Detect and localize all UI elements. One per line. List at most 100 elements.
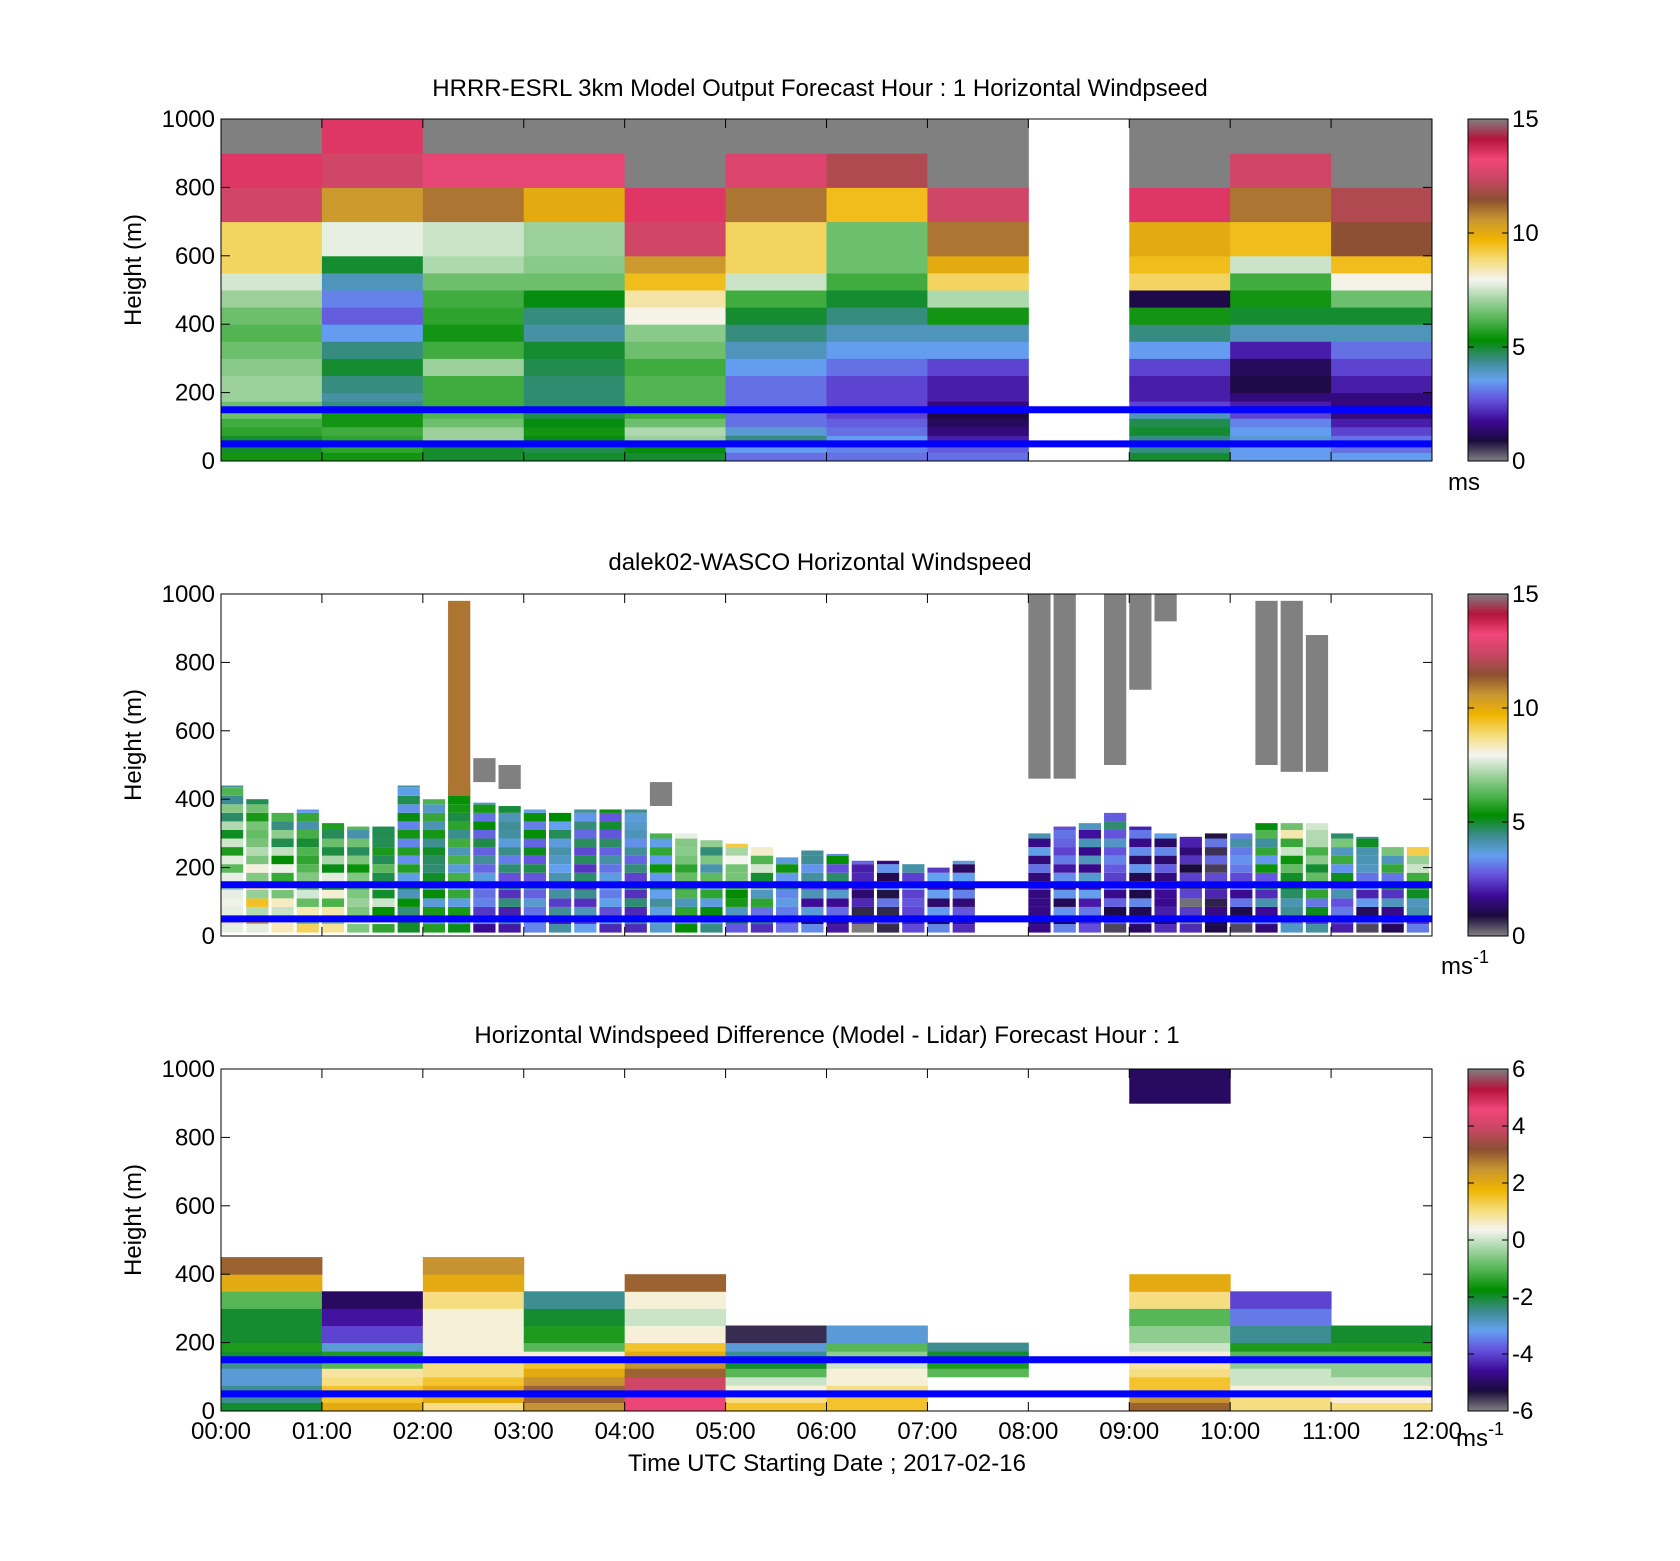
heatmap-cell xyxy=(927,435,1029,445)
heatmap-cell xyxy=(725,409,827,419)
x-tick-label: 12:00 xyxy=(1402,1418,1462,1445)
heatmap-cell xyxy=(1129,418,1231,428)
heatmap-cell xyxy=(422,838,446,848)
heatmap-cell xyxy=(1129,864,1152,873)
heatmap-cell xyxy=(624,435,727,445)
heatmap-cell xyxy=(321,255,424,274)
heatmap-cell xyxy=(422,255,525,274)
heatmap-cell xyxy=(448,600,471,796)
heatmap-cell xyxy=(927,119,1029,154)
heatmap-cells xyxy=(221,1069,1433,1412)
y-tick-label: 600 xyxy=(175,718,215,745)
heatmap-cell xyxy=(725,358,827,376)
heatmap-cell xyxy=(826,853,849,856)
colorbar-unit: ms xyxy=(1448,469,1480,496)
heatmap-cell xyxy=(826,864,849,873)
heatmap-cell xyxy=(221,1257,323,1275)
x-tick-label: 04:00 xyxy=(595,1418,655,1445)
heatmap-cell xyxy=(725,1385,827,1395)
x-tick-label: 03:00 xyxy=(494,1418,554,1445)
x-axis-ticks xyxy=(220,594,1433,936)
heatmap-cell xyxy=(397,906,420,916)
heatmap-cell xyxy=(523,119,626,154)
heatmap-cell xyxy=(1230,1376,1332,1386)
heatmap-cell xyxy=(1331,1351,1433,1361)
heatmap-cell xyxy=(1280,600,1303,772)
heatmap-cell xyxy=(1129,187,1231,223)
heatmap-cell xyxy=(927,375,1029,394)
heatmap-cell xyxy=(927,401,1029,411)
heatmap-cell xyxy=(599,924,622,933)
heatmap-cell xyxy=(624,1359,727,1369)
heatmap-cell xyxy=(246,821,269,830)
heatmap-cell xyxy=(498,847,521,856)
heatmap-cell xyxy=(1255,838,1278,848)
colorbar: -6 -4 -2 0 2 4 6 xyxy=(1467,1056,1533,1425)
heatmap-cell xyxy=(826,1393,928,1403)
heatmap-cell xyxy=(321,187,424,223)
heatmap-cell xyxy=(876,898,900,907)
heatmap-cell xyxy=(321,443,424,453)
heatmap-cell xyxy=(649,833,673,839)
heatmap-cell xyxy=(1053,906,1076,916)
heatmap-cell xyxy=(548,864,572,873)
panel-title: dalek02-WASCO Horizontal Windspeed xyxy=(608,549,1031,576)
heatmap-cell xyxy=(321,392,424,402)
heatmap-cell xyxy=(246,838,269,848)
heatmap-cell xyxy=(448,924,471,933)
heatmap-cell xyxy=(649,838,673,848)
heatmap-cell xyxy=(1331,409,1433,419)
heatmap-cell xyxy=(1255,600,1278,765)
heatmap-cell xyxy=(422,324,525,342)
heatmap-cell xyxy=(271,821,294,830)
heatmap-cell xyxy=(725,435,827,445)
heatmap-cell xyxy=(725,452,827,462)
heatmap-cell xyxy=(548,821,572,830)
heatmap-cell xyxy=(574,847,597,856)
heatmap-cell xyxy=(1028,864,1051,873)
heatmap-cell xyxy=(1129,119,1231,154)
heatmap-cell xyxy=(927,392,1029,402)
heatmap-cell xyxy=(246,872,269,882)
heatmap-cell xyxy=(1053,847,1076,856)
heatmap-cell xyxy=(221,443,323,453)
heatmap-cell xyxy=(321,401,424,411)
heatmap-cell xyxy=(927,187,1029,223)
heatmap-cell xyxy=(1331,1376,1433,1386)
heatmap-cell xyxy=(1331,872,1354,882)
heatmap-cell xyxy=(523,889,546,899)
heatmap-cell xyxy=(1230,255,1332,274)
heatmap-cell xyxy=(221,358,323,376)
heatmap-cell xyxy=(221,341,323,359)
heatmap-cell xyxy=(826,452,928,462)
heatmap-cell xyxy=(725,872,748,882)
heatmap-cell xyxy=(826,426,928,436)
heatmap-cell xyxy=(321,409,424,419)
heatmap-cell xyxy=(1255,829,1278,839)
heatmap-cell xyxy=(1129,906,1152,916)
heatmap-cell xyxy=(1179,924,1202,933)
heatmap-cell xyxy=(473,758,496,783)
heatmap-cell xyxy=(826,1342,928,1352)
heatmap-cell xyxy=(271,855,294,865)
heatmap-cell xyxy=(1255,847,1278,856)
heatmap-cell xyxy=(473,898,496,907)
heatmap-cell xyxy=(271,829,294,839)
heatmap-cell xyxy=(1305,864,1329,873)
heatmap-cell xyxy=(246,799,269,805)
heatmap-cell xyxy=(523,153,626,188)
colorbar-tick-label: 15 xyxy=(1512,581,1539,608)
heatmap-cell xyxy=(422,1402,525,1412)
heatmap-cell xyxy=(599,855,622,865)
heatmap-cell xyxy=(624,829,647,839)
heatmap-cell xyxy=(1331,435,1433,445)
heatmap-cell xyxy=(624,341,727,359)
colorbar: 0 5 10 15 xyxy=(1467,106,1539,475)
heatmap-cell xyxy=(1356,836,1379,839)
heatmap-cell xyxy=(574,864,597,873)
heatmap-cell xyxy=(624,924,647,933)
heatmap-cell xyxy=(927,341,1029,359)
heatmap-cell xyxy=(876,889,900,899)
heatmap-cell xyxy=(498,855,521,865)
panel-title: Horizontal Windspeed Difference (Model -… xyxy=(474,1022,1179,1049)
